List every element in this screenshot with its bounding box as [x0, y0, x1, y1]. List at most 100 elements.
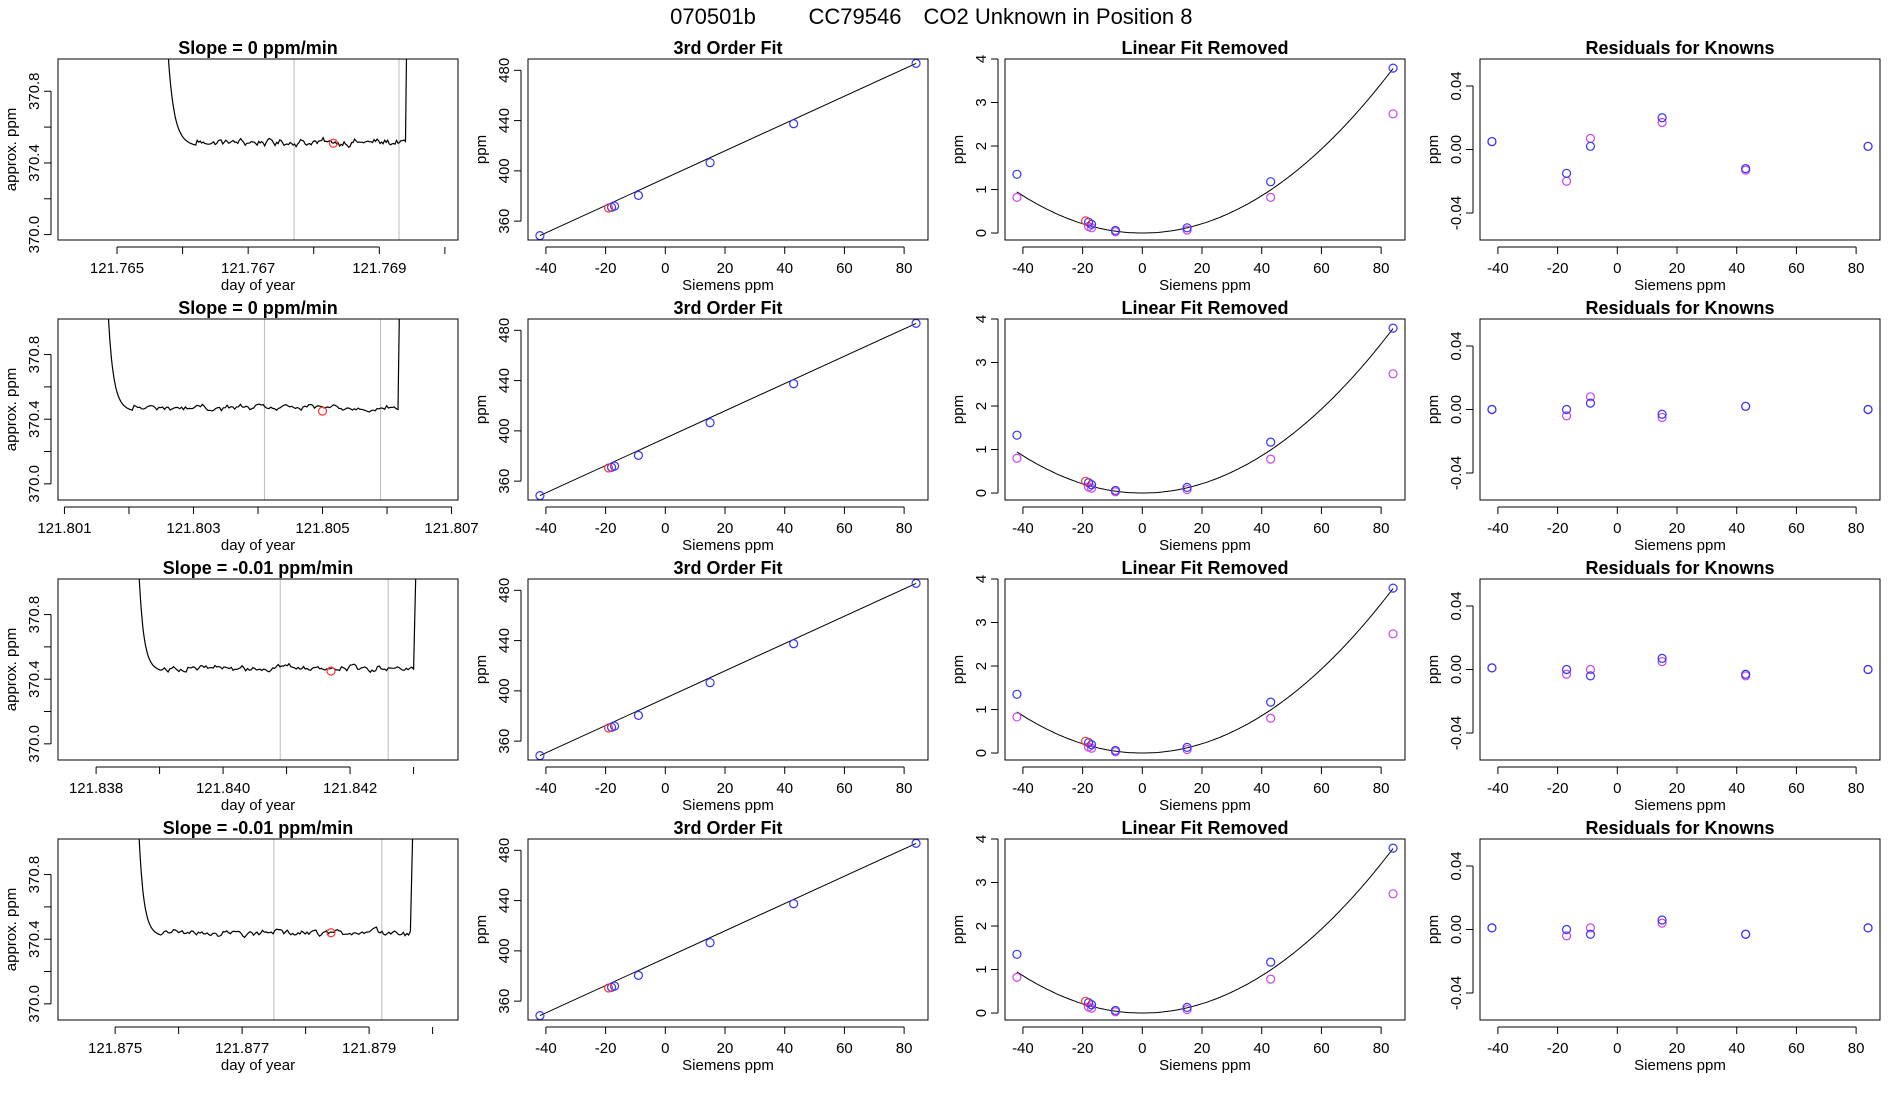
measured-point [1266, 974, 1276, 984]
known-standard-point [1585, 671, 1596, 681]
y-tick-label: 0.00 [1448, 395, 1465, 424]
analyzer-trace [167, 59, 408, 148]
x-tick-label: 80 [1848, 1040, 1865, 1057]
x-tick-label: -20 [595, 260, 617, 277]
y-tick-label: 3 [973, 98, 990, 106]
plot-frame [527, 58, 929, 241]
y-tick-label: 2 [973, 142, 990, 150]
y-tick-label: 440 [496, 888, 513, 913]
y-tick-label: 360 [496, 729, 513, 754]
y-axis-label: approx. ppm [3, 628, 20, 711]
known-standard-point [633, 710, 644, 720]
x-axis-label: day of year [221, 537, 295, 554]
measured-point [1012, 453, 1022, 463]
y-axis-label: approx. ppm [3, 108, 20, 191]
known-standard-point [1561, 664, 1572, 675]
plot-area [1487, 653, 1873, 681]
measured-point [1585, 392, 1596, 402]
plot-frame [1004, 838, 1406, 1021]
drift-panel-row3: Slope = -0.01 ppm/min 121.838 121.840 121.8… [3, 558, 459, 814]
x-tick-label: -40 [1012, 260, 1034, 277]
plot-area [167, 59, 408, 240]
y-axis-label: ppm [950, 915, 967, 944]
measured-point [1086, 1003, 1097, 1013]
plot-frame [527, 578, 929, 761]
measured-point [1657, 656, 1667, 667]
fit-line [539, 842, 917, 1017]
x-tick-label: 60 [1788, 520, 1805, 537]
known-standard-point [1585, 141, 1596, 151]
panel-title: Residuals for Knowns [1585, 558, 1774, 578]
plot-area [1487, 392, 1873, 423]
x-tick-label: 121.877 [215, 1040, 269, 1057]
sample-marker [317, 406, 328, 416]
known-standard-point [633, 970, 644, 980]
x-tick-label: -40 [1012, 780, 1034, 797]
fit-curve [1016, 68, 1394, 234]
x-tick-label: 60 [1313, 1040, 1330, 1057]
y-tick-label: 370.8 [26, 72, 43, 110]
x-tick-label: 60 [836, 780, 853, 797]
y-tick-label: 480 [496, 58, 513, 83]
x-axis-label: Siemens ppm [1634, 537, 1726, 554]
y-tick-label: 4 [973, 575, 990, 583]
y-tick-label: 440 [496, 368, 513, 393]
known-standard-point [633, 190, 644, 200]
x-tick-label: 40 [776, 1040, 793, 1057]
x-axis-label: day of year [221, 797, 295, 814]
x-tick-label: 0 [661, 1040, 669, 1057]
known-standard-point [1266, 957, 1276, 967]
known-standard-point [1487, 923, 1497, 933]
measured-point [1388, 109, 1398, 119]
x-tick-label: -20 [595, 520, 617, 537]
x-tick-label: -40 [1487, 1040, 1509, 1057]
figure-title-run: 070501b [670, 4, 756, 29]
x-tick-label: 60 [836, 260, 853, 277]
measured-point [1086, 743, 1097, 753]
y-axis-label: ppm [1425, 395, 1442, 424]
x-tick-label: 60 [1788, 1040, 1805, 1057]
y-tick-label: 370.8 [26, 336, 43, 374]
panel-grid: Slope = 0 ppm/min 121.765 121.767 121.769 da… [3, 38, 1881, 1074]
plot-area [535, 59, 921, 240]
panel-title: 3rd Order Fit [673, 558, 782, 578]
plot-frame [1479, 578, 1881, 761]
unknown-sample-point [1080, 476, 1091, 486]
x-tick-label: 60 [1788, 780, 1805, 797]
y-tick-label: 1 [973, 965, 990, 973]
fit-panel-row2: 3rd Order Fit -40 -20 0 20 40 60 80 Siemens ppm 3… [473, 298, 929, 554]
y-tick-label: 3 [973, 618, 990, 626]
y-tick-label: 360 [496, 209, 513, 234]
residuals-panel-row1: Residuals for Knowns -40 -20 0 20 40 60 80 Sieme… [1425, 38, 1881, 294]
x-tick-label: 40 [1253, 1040, 1270, 1057]
known-standard-point [1012, 689, 1022, 699]
measured-point [1012, 192, 1022, 202]
x-tick-label: 60 [1313, 260, 1330, 277]
plot-frame [527, 318, 929, 501]
x-tick-label: 121.838 [69, 780, 123, 797]
sample-marker [328, 138, 339, 148]
x-tick-label: 121.801 [37, 520, 91, 537]
x-tick-label: -40 [1487, 520, 1509, 537]
x-tick-label: 0 [1613, 780, 1621, 797]
x-tick-label: 20 [1194, 780, 1211, 797]
y-tick-label: 0 [973, 229, 990, 237]
y-tick-label: 0.00 [1448, 655, 1465, 684]
x-axis-label: Siemens ppm [1634, 1057, 1726, 1074]
x-tick-label: 0 [1138, 1040, 1146, 1057]
y-tick-label: 360 [496, 469, 513, 494]
unknown-sample-point [1080, 996, 1091, 1006]
y-tick-label: 0 [973, 749, 990, 757]
x-tick-label: -20 [1072, 780, 1094, 797]
known-standard-point [1110, 1005, 1121, 1016]
known-standard-point [1585, 398, 1596, 408]
plot-frame [1004, 318, 1406, 501]
x-tick-label: -40 [535, 260, 557, 277]
known-standard-point [1182, 482, 1192, 492]
linear-removed-panel-row2: Linear Fit Removed-40 -20 0 20 40 60 80Siemens… [950, 298, 1406, 554]
known-standard-point [1863, 404, 1873, 415]
x-tick-label: 121.879 [342, 1040, 396, 1057]
y-tick-label: 480 [496, 578, 513, 603]
x-tick-label: 40 [1253, 520, 1270, 537]
panel-title: 3rd Order Fit [673, 818, 782, 838]
